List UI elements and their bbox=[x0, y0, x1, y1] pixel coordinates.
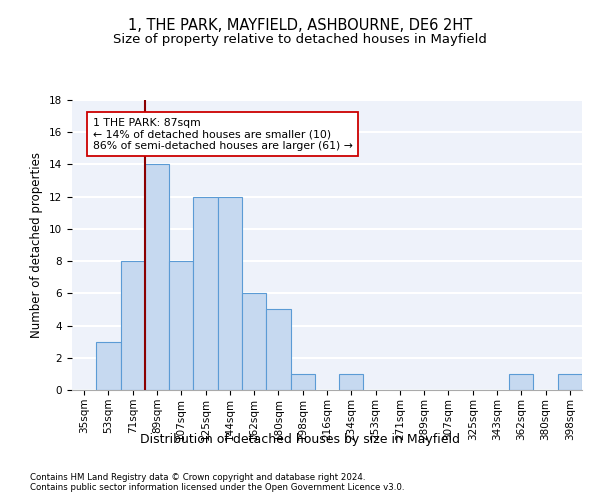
Bar bbox=[193, 196, 218, 390]
Bar bbox=[169, 261, 193, 390]
Text: Size of property relative to detached houses in Mayfield: Size of property relative to detached ho… bbox=[113, 32, 487, 46]
Bar bbox=[509, 374, 533, 390]
Bar bbox=[96, 342, 121, 390]
Bar bbox=[339, 374, 364, 390]
Bar bbox=[290, 374, 315, 390]
Bar bbox=[218, 196, 242, 390]
Y-axis label: Number of detached properties: Number of detached properties bbox=[31, 152, 43, 338]
Bar bbox=[121, 261, 145, 390]
Text: 1, THE PARK, MAYFIELD, ASHBOURNE, DE6 2HT: 1, THE PARK, MAYFIELD, ASHBOURNE, DE6 2H… bbox=[128, 18, 472, 32]
Text: Contains HM Land Registry data © Crown copyright and database right 2024.: Contains HM Land Registry data © Crown c… bbox=[30, 472, 365, 482]
Text: Contains public sector information licensed under the Open Government Licence v3: Contains public sector information licen… bbox=[30, 484, 404, 492]
Bar bbox=[558, 374, 582, 390]
Bar bbox=[266, 310, 290, 390]
Text: 1 THE PARK: 87sqm
← 14% of detached houses are smaller (10)
86% of semi-detached: 1 THE PARK: 87sqm ← 14% of detached hous… bbox=[92, 118, 353, 151]
Bar bbox=[242, 294, 266, 390]
Text: Distribution of detached houses by size in Mayfield: Distribution of detached houses by size … bbox=[140, 432, 460, 446]
Bar bbox=[145, 164, 169, 390]
